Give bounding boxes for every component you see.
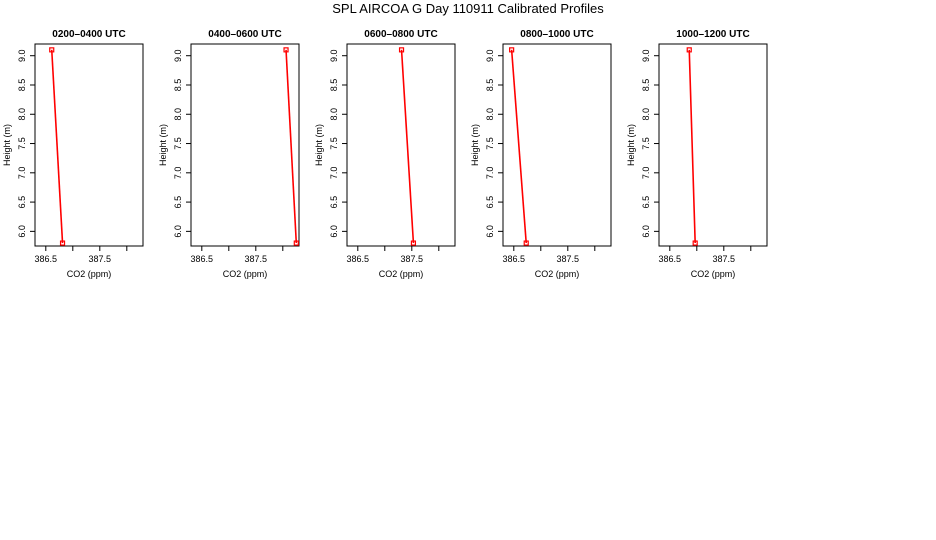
- data-point: [509, 47, 515, 53]
- y-tick-label: 9.0: [641, 49, 651, 62]
- series-line: [510, 49, 528, 244]
- y-tick-label: 7.5: [17, 137, 27, 150]
- data-point: [692, 240, 698, 246]
- x-axis-label: CO2 (ppm): [535, 269, 580, 279]
- y-axis-label: Height (m): [158, 124, 168, 166]
- y-tick-label: 8.5: [329, 79, 339, 92]
- y-tick-label: 6.5: [641, 196, 651, 209]
- x-tick-label: 386.5: [347, 254, 370, 264]
- y-tick-label: 9.0: [17, 49, 27, 62]
- y-tick-label: 9.0: [329, 49, 339, 62]
- x-axis-label: CO2 (ppm): [379, 269, 424, 279]
- y-tick-label: 7.0: [329, 167, 339, 180]
- data-point: [410, 240, 417, 246]
- y-tick-label: 8.0: [329, 108, 339, 121]
- y-tick-label: 7.0: [173, 167, 183, 180]
- y-tick-label: 8.0: [485, 108, 495, 121]
- y-tick-label: 7.5: [329, 137, 339, 150]
- panel-title: 1000–1200 UTC: [676, 29, 749, 40]
- series-line: [50, 49, 64, 244]
- y-tick-label: 7.5: [173, 137, 183, 150]
- y-axis-label: Height (m): [2, 124, 12, 166]
- x-axis-label: CO2 (ppm): [691, 269, 736, 279]
- y-axis-label: Height (m): [314, 124, 324, 166]
- plot-frame: [502, 43, 612, 247]
- y-tick-label: 6.5: [17, 196, 27, 209]
- y-tick-label: 8.5: [17, 79, 27, 92]
- figure-title: SPL AIRCOA G Day 110911 Calibrated Profi…: [332, 1, 604, 16]
- y-tick-label: 6.0: [329, 225, 339, 238]
- y-tick-label: 7.5: [485, 137, 495, 150]
- data-point: [523, 240, 529, 246]
- y-tick-label: 8.5: [173, 79, 183, 92]
- x-axis-label: CO2 (ppm): [67, 269, 112, 279]
- y-tick-label: 8.0: [17, 108, 27, 121]
- y-tick-label: 7.0: [17, 167, 27, 180]
- data-point: [49, 47, 55, 53]
- panel-title: 0800–1000 UTC: [520, 29, 593, 40]
- data-point: [293, 240, 299, 246]
- series-line: [688, 49, 696, 244]
- y-tick-label: 9.0: [485, 49, 495, 62]
- x-tick-label: 386.5: [659, 254, 682, 264]
- y-tick-label: 6.0: [641, 225, 651, 238]
- y-axis-label: Height (m): [470, 124, 480, 166]
- x-tick-label: 387.5: [401, 254, 424, 264]
- data-point: [398, 47, 405, 53]
- y-tick-label: 8.5: [641, 79, 651, 92]
- series-line: [400, 49, 415, 244]
- data-point: [283, 47, 289, 53]
- panel-title: 0200–0400 UTC: [52, 29, 125, 40]
- x-tick-label: 387.5: [89, 254, 112, 264]
- y-tick-label: 6.5: [329, 196, 339, 209]
- y-tick-label: 7.0: [641, 167, 651, 180]
- y-tick-label: 9.0: [173, 49, 183, 62]
- y-tick-label: 8.5: [485, 79, 495, 92]
- y-tick-label: 6.5: [485, 196, 495, 209]
- profile-plots: 0200–0400 UTC 386.5 387.5 6.0 6.5 7.0 7.5 8.0 8.…: [2, 29, 768, 279]
- y-tick-label: 7.0: [485, 167, 495, 180]
- x-tick-label: 386.5: [503, 254, 526, 264]
- y-tick-label: 6.0: [485, 225, 495, 238]
- data-point: [59, 240, 66, 246]
- plot-frame: [658, 43, 768, 247]
- x-tick-label: 387.5: [713, 254, 736, 264]
- y-tick-label: 8.0: [173, 108, 183, 121]
- plot-frame: [346, 43, 456, 247]
- x-tick-label: 387.5: [557, 254, 580, 264]
- data-point: [686, 47, 692, 53]
- x-tick-label: 387.5: [245, 254, 268, 264]
- y-tick-label: 6.0: [173, 225, 183, 238]
- plot-frame: [190, 43, 300, 247]
- y-axis-label: Height (m): [626, 124, 636, 166]
- y-tick-label: 7.5: [641, 137, 651, 150]
- x-tick-label: 386.5: [191, 254, 214, 264]
- y-tick-label: 6.5: [173, 196, 183, 209]
- x-tick-label: 386.5: [35, 254, 58, 264]
- series-line: [285, 49, 298, 244]
- panel-title: 0600–0800 UTC: [364, 29, 437, 40]
- y-tick-label: 6.0: [17, 225, 27, 238]
- y-tick-label: 8.0: [641, 108, 651, 121]
- plot-frame: [34, 43, 144, 247]
- panel-title: 0400–0600 UTC: [208, 29, 281, 40]
- x-axis-label: CO2 (ppm): [223, 269, 268, 279]
